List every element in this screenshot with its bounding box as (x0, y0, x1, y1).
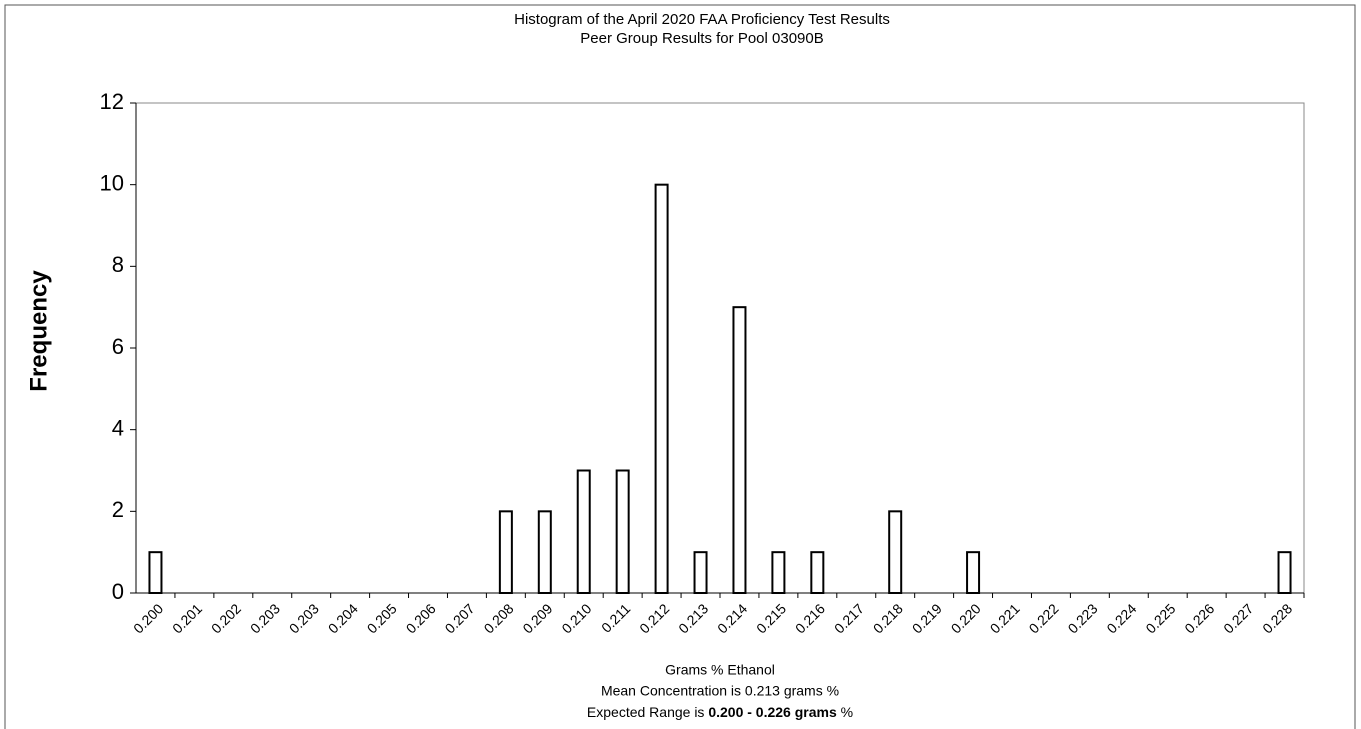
x-tick-label: 0.201 (169, 600, 205, 636)
x-tick-label: 0.219 (909, 600, 945, 636)
bar (888, 510, 903, 595)
bar (654, 183, 669, 595)
x-tick-label: 0.213 (675, 600, 711, 636)
y-tick-label: 4 (112, 415, 124, 440)
bar (498, 510, 513, 595)
x-tick-label: 0.217 (831, 600, 867, 636)
y-tick-label: 8 (112, 252, 124, 277)
x-tick-label: 0.211 (598, 600, 634, 636)
x-tick-label: 0.225 (1142, 600, 1178, 636)
x-tick-label: 0.215 (753, 600, 789, 636)
y-tick-label: 0 (112, 579, 124, 604)
x-tick-label: 0.221 (987, 600, 1023, 636)
range-note: Expected Range is 0.200 - 0.226 grams % (587, 704, 853, 720)
x-tick-label: 0.209 (519, 600, 555, 636)
chart-title: Histogram of the April 2020 FAA Proficie… (514, 11, 890, 28)
x-tick-label: 0.220 (948, 600, 984, 636)
x-tick-label: 0.205 (364, 600, 400, 636)
bar (576, 469, 591, 594)
range-unit: % (841, 704, 853, 720)
x-tick-label: 0.206 (403, 600, 439, 636)
x-tick-label: 0.204 (325, 600, 361, 636)
mean-note: Mean Concentration is 0.213 grams % (601, 683, 839, 699)
plot-area (135, 102, 1305, 594)
bar (771, 551, 786, 595)
bar (693, 551, 708, 595)
frame (4, 4, 1356, 729)
x-tick-label: 0.223 (1065, 600, 1101, 636)
bar (810, 551, 825, 595)
y-tick-label: 6 (112, 334, 124, 359)
x-tick-label: 0.203 (286, 600, 322, 636)
x-tick-label: 0.218 (870, 600, 906, 636)
x-tick-label: 0.202 (208, 600, 244, 636)
x-tick-label: 0.200 (130, 600, 166, 636)
x-tick-label: 0.214 (714, 600, 750, 636)
x-tick-label: 0.222 (1026, 600, 1062, 636)
x-tick-label: 0.210 (558, 600, 594, 636)
y-tick-label: 2 (112, 497, 124, 522)
x-tick-label: 0.226 (1181, 600, 1217, 636)
bar (615, 469, 630, 594)
y-tick-label: 10 (100, 170, 124, 195)
x-tick-label: 0.228 (1259, 600, 1295, 636)
range-value: 0.200 - 0.226 grams (708, 704, 837, 720)
x-tick-label: 0.207 (442, 600, 478, 636)
chart-subtitle: Peer Group Results for Pool 03090B (580, 30, 823, 47)
y-tick-label: 12 (100, 89, 124, 114)
bar (537, 510, 552, 595)
range-prefix: Expected Range is (587, 704, 705, 720)
x-tick-label: 0.227 (1220, 600, 1256, 636)
bar (966, 551, 981, 595)
y-axis-label: Frequency (25, 270, 52, 392)
bar (732, 306, 747, 594)
bar (148, 551, 163, 595)
x-tick-label: 0.212 (636, 600, 672, 636)
bar (1277, 551, 1292, 595)
x-tick-label: 0.203 (247, 600, 283, 636)
x-axis-label: Grams % Ethanol (665, 662, 775, 678)
x-tick-label: 0.208 (481, 600, 517, 636)
x-tick-label: 0.224 (1103, 600, 1139, 636)
x-tick-label: 0.216 (792, 600, 828, 636)
